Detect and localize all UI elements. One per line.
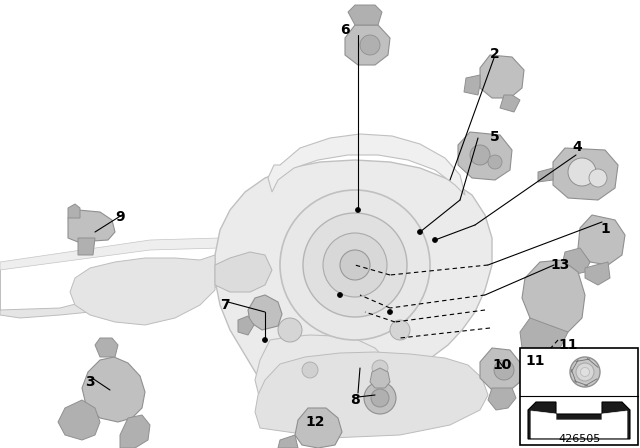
- Polygon shape: [348, 5, 382, 25]
- Circle shape: [589, 169, 607, 187]
- Polygon shape: [585, 262, 610, 285]
- Text: 9: 9: [115, 210, 125, 224]
- Circle shape: [488, 155, 502, 169]
- Polygon shape: [215, 160, 492, 380]
- Polygon shape: [562, 248, 590, 275]
- Polygon shape: [578, 215, 625, 265]
- Circle shape: [568, 158, 596, 186]
- Circle shape: [280, 190, 430, 340]
- Polygon shape: [248, 295, 282, 330]
- Circle shape: [494, 360, 514, 380]
- Polygon shape: [295, 408, 342, 448]
- Polygon shape: [480, 55, 524, 98]
- Polygon shape: [238, 316, 254, 335]
- Text: 1: 1: [600, 222, 610, 236]
- Polygon shape: [458, 132, 512, 180]
- Polygon shape: [345, 25, 390, 65]
- Bar: [520, 348, 638, 445]
- Text: 12: 12: [305, 415, 324, 429]
- Text: 5: 5: [490, 130, 500, 144]
- Circle shape: [570, 357, 600, 387]
- Text: 10: 10: [492, 358, 511, 372]
- Polygon shape: [278, 435, 298, 448]
- Polygon shape: [68, 210, 115, 242]
- Text: 426505: 426505: [559, 434, 601, 444]
- Polygon shape: [538, 168, 553, 182]
- Text: 2: 2: [490, 47, 500, 61]
- Text: 13: 13: [550, 258, 570, 272]
- Polygon shape: [255, 335, 395, 422]
- Polygon shape: [120, 415, 150, 448]
- Polygon shape: [70, 255, 215, 325]
- Circle shape: [303, 213, 407, 317]
- Circle shape: [302, 362, 318, 378]
- Polygon shape: [553, 148, 618, 200]
- Text: 4: 4: [572, 140, 582, 154]
- Circle shape: [364, 382, 396, 414]
- Circle shape: [355, 207, 360, 212]
- Text: 6: 6: [340, 23, 349, 37]
- Polygon shape: [500, 95, 520, 112]
- Circle shape: [371, 389, 389, 407]
- Text: 11: 11: [558, 338, 577, 352]
- Polygon shape: [268, 134, 465, 195]
- Polygon shape: [522, 260, 585, 332]
- Polygon shape: [488, 388, 516, 410]
- Polygon shape: [464, 75, 480, 95]
- Circle shape: [576, 363, 594, 381]
- Polygon shape: [370, 368, 390, 388]
- Circle shape: [337, 293, 342, 297]
- Circle shape: [390, 320, 410, 340]
- Circle shape: [340, 250, 370, 280]
- Text: 3: 3: [85, 375, 95, 389]
- Polygon shape: [215, 252, 272, 292]
- Text: 11: 11: [525, 354, 545, 368]
- Circle shape: [262, 337, 268, 343]
- Polygon shape: [82, 357, 145, 422]
- Circle shape: [278, 318, 302, 342]
- Polygon shape: [480, 348, 522, 392]
- Text: 7: 7: [220, 298, 230, 312]
- Polygon shape: [78, 238, 95, 255]
- Polygon shape: [255, 352, 488, 438]
- Polygon shape: [58, 400, 100, 440]
- Polygon shape: [528, 402, 630, 439]
- Circle shape: [580, 367, 589, 376]
- Circle shape: [360, 35, 380, 55]
- Circle shape: [433, 237, 438, 242]
- Circle shape: [387, 310, 392, 314]
- Polygon shape: [68, 204, 80, 218]
- Circle shape: [323, 233, 387, 297]
- Polygon shape: [531, 411, 627, 438]
- Circle shape: [372, 360, 388, 376]
- Polygon shape: [95, 338, 118, 357]
- Circle shape: [417, 229, 422, 234]
- Text: 8: 8: [350, 393, 360, 407]
- Circle shape: [470, 145, 490, 165]
- Polygon shape: [520, 318, 568, 352]
- Polygon shape: [0, 250, 295, 318]
- Polygon shape: [0, 238, 290, 270]
